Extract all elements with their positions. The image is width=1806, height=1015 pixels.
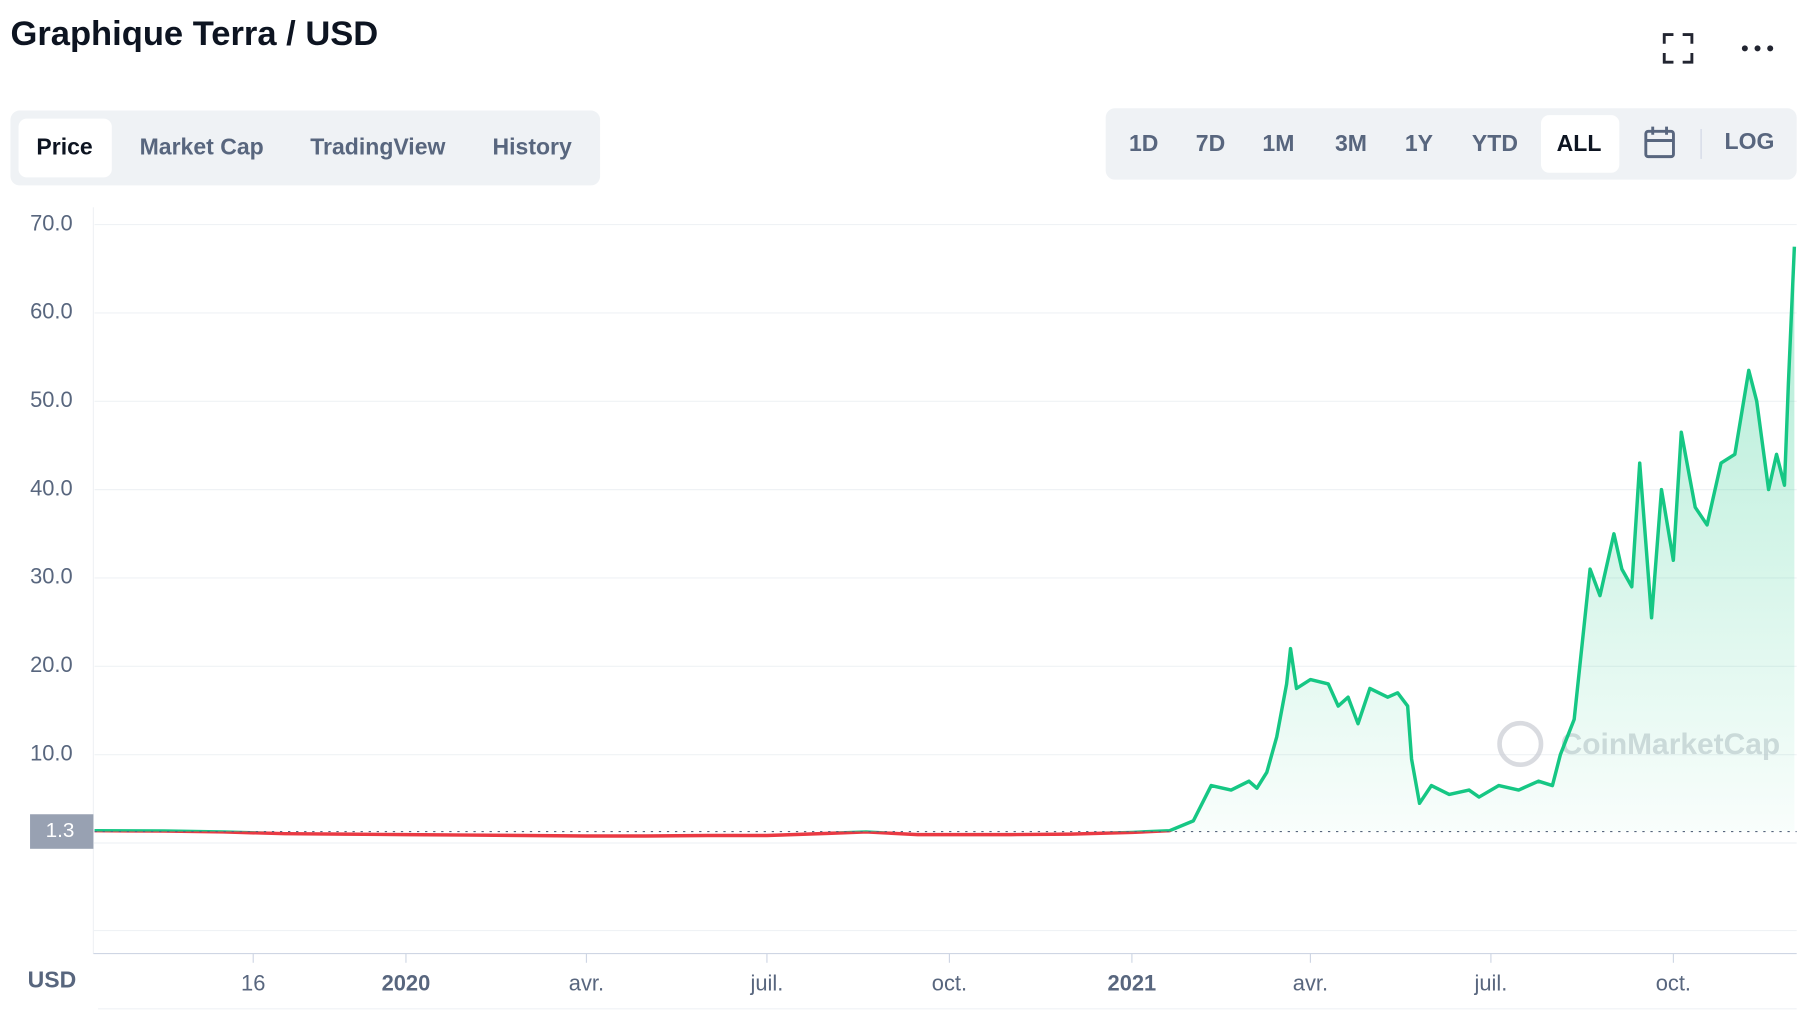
tab[interactable]: History [493, 134, 572, 160]
more-icon[interactable] [1741, 45, 1774, 52]
range-button[interactable]: ALL [1557, 130, 1602, 156]
y-tick-label: 60.0 [30, 299, 73, 324]
range-button[interactable]: 1Y [1405, 130, 1433, 156]
x-tick-label: 2021 [1108, 970, 1157, 995]
price-line-up [94, 246, 1797, 832]
reference-label: 1.3 [46, 819, 75, 842]
plot: 10.0 20.0 30.0 40.0 50.0 60.0 70.0 16 2020 avr. ju… [30, 207, 1797, 1010]
x-tick-label: 2020 [382, 970, 431, 995]
range-button[interactable]: 7D [1196, 130, 1225, 156]
tab[interactable]: TradingView [310, 134, 445, 160]
active-tab [18, 118, 112, 178]
tab[interactable]: Market Cap [140, 134, 264, 160]
tab[interactable]: Price [36, 134, 93, 160]
y-tick-label: 40.0 [30, 475, 73, 500]
watermark-logo [1497, 720, 1544, 768]
x-tick-label: 16 [241, 970, 265, 995]
range-button[interactable]: 1D [1129, 130, 1158, 156]
range-button[interactable]: 3M [1335, 130, 1367, 156]
range-bar [1105, 108, 1797, 180]
x-tick-label: juil. [1473, 970, 1507, 995]
y-tick-label: 10.0 [30, 740, 73, 765]
active-range [1541, 115, 1620, 173]
y-tick-label: 30.0 [30, 564, 73, 589]
tab-bar [10, 110, 601, 186]
price-line-down [94, 831, 1173, 838]
y-tick-label: 50.0 [30, 387, 73, 412]
fullscreen-icon[interactable] [1662, 33, 1694, 64]
y-tick-label: 70.0 [30, 210, 73, 235]
calendar-icon[interactable] [1644, 126, 1675, 159]
x-tick-label: avr. [1293, 970, 1328, 995]
x-tick-label: avr. [569, 970, 604, 995]
currency-label: USD [28, 966, 77, 992]
x-tick-label: oct. [1656, 970, 1691, 995]
x-tick-label: oct. [932, 970, 967, 995]
range-button[interactable]: 1M [1262, 130, 1294, 156]
log-button[interactable]: LOG [1725, 128, 1775, 154]
y-tick-label: 20.0 [30, 652, 73, 677]
reference-badge [30, 814, 94, 849]
page-title: Graphique Terra / USD [10, 15, 378, 53]
range-button[interactable]: YTD [1472, 130, 1518, 156]
price-area [94, 246, 1795, 832]
x-tick-label: juil. [750, 970, 784, 995]
